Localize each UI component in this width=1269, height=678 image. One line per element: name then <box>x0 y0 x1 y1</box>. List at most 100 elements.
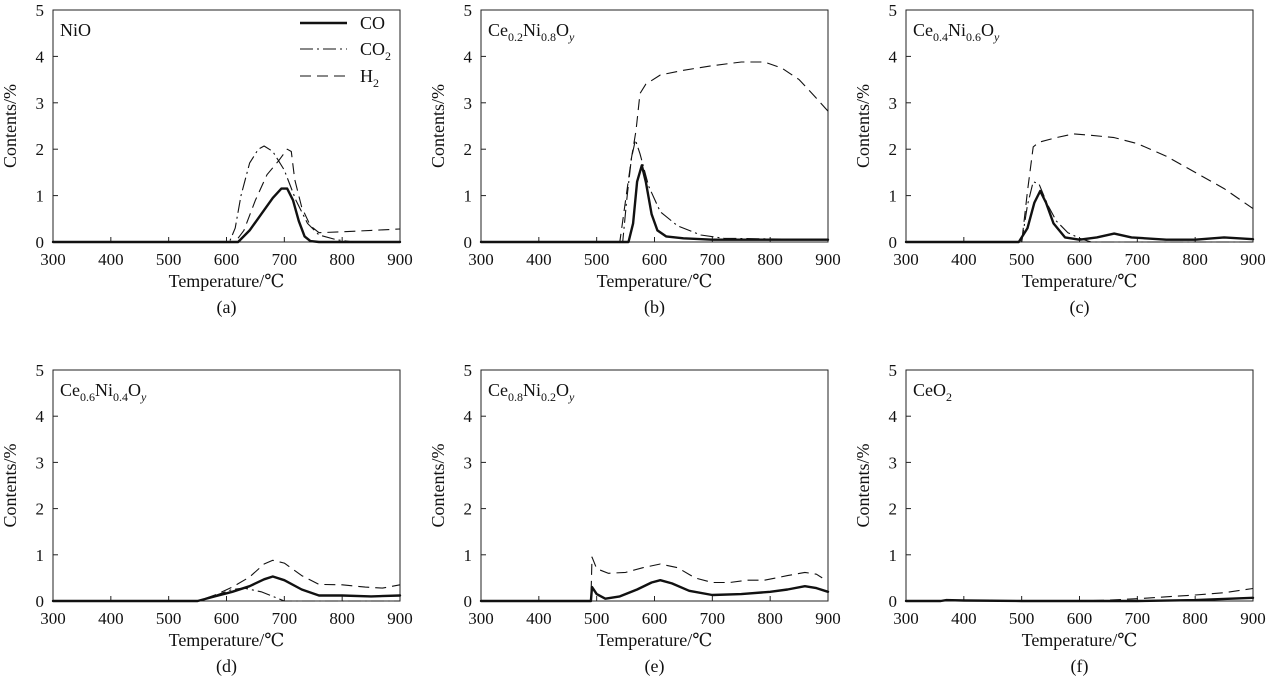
x-tick-label: 600 <box>642 250 668 269</box>
y-tick-label: 5 <box>36 361 45 380</box>
y-tick-label: 5 <box>889 1 898 20</box>
title-subscript: 0.4 <box>113 390 128 404</box>
y-tick-label: 3 <box>889 94 898 113</box>
y-axis-label: Contents/% <box>428 443 448 527</box>
x-tick-label: 900 <box>815 250 841 269</box>
x-tick-label: 300 <box>468 250 494 269</box>
y-tick-label: 5 <box>889 361 898 380</box>
panel-label: (a) <box>217 297 237 318</box>
x-tick-label: 300 <box>468 609 494 628</box>
y-axis-label: Contents/% <box>0 84 20 168</box>
title-subscript: 2 <box>946 390 952 404</box>
x-tick-label: 900 <box>387 250 413 269</box>
y-tick-label: 4 <box>36 407 45 426</box>
series-co-line <box>479 579 830 603</box>
y-tick-label: 2 <box>36 140 45 159</box>
title-subscript: 0.4 <box>933 30 948 44</box>
plot-frame <box>52 369 401 602</box>
title-text: Ni <box>95 380 113 400</box>
x-tick-label: 800 <box>329 250 355 269</box>
panel-b: 300 400 500 600 700 800 900 0 1 2 3 4 5 Temperature/℃… <box>428 1 841 318</box>
plot-frame <box>52 9 401 243</box>
y-tick-label: 1 <box>889 546 898 565</box>
panel-title: Ce0.2Ni0.8Oy <box>488 20 575 44</box>
series-h2-line <box>906 587 1254 602</box>
y-tick-label: 3 <box>36 453 45 472</box>
y-axis-label: Contents/% <box>0 443 20 527</box>
panel-c: 300 400 500 600 700 800 900 0 1 2 3 4 5 Temperature/℃… <box>853 1 1266 318</box>
y-tick-label: 3 <box>36 94 45 113</box>
y-tick-label: 0 <box>36 233 45 252</box>
y-tick-label: 4 <box>464 407 473 426</box>
y-tick-label: 4 <box>889 47 898 66</box>
y-axis-label: Contents/% <box>853 443 873 527</box>
y-tick-label: 2 <box>464 500 473 519</box>
x-tick-label: 800 <box>757 609 783 628</box>
title-text: Ce <box>913 20 933 40</box>
y-axis-label: Contents/% <box>428 84 448 168</box>
series-co-line <box>51 187 402 244</box>
y-tick-label: 0 <box>36 592 45 611</box>
x-tick-label: 500 <box>156 609 182 628</box>
title-subscript: 0.6 <box>80 390 95 404</box>
y-tick-label: 1 <box>36 187 45 206</box>
series-h2-line <box>53 148 401 243</box>
y-tick-label: 0 <box>889 592 898 611</box>
series-co2-line <box>906 181 1253 243</box>
x-tick-label: 400 <box>526 609 552 628</box>
y-tick-label: 4 <box>36 47 45 66</box>
panel-f: 300 400 500 600 700 800 900 0 1 2 3 4 5 Temperature/℃… <box>853 361 1266 677</box>
x-tick-label: 900 <box>815 609 841 628</box>
title-subscript: 0.2 <box>508 30 523 44</box>
x-tick-label: 700 <box>1125 609 1151 628</box>
panel-label: (f) <box>1071 656 1089 677</box>
legend-text: CO <box>360 39 385 59</box>
x-tick-label: 300 <box>893 250 919 269</box>
x-tick-label: 300 <box>893 609 919 628</box>
x-tick-label: 600 <box>214 609 240 628</box>
title-text: NiO <box>60 20 91 40</box>
y-tick-label: 0 <box>464 233 473 252</box>
y-tick-label: 0 <box>889 233 898 252</box>
plot-frame <box>905 369 1254 602</box>
title-text: Ni <box>523 20 541 40</box>
y-tick-label: 0 <box>464 592 473 611</box>
y-tick-label: 2 <box>36 500 45 519</box>
y-tick-label: 2 <box>889 140 898 159</box>
panel-e: 300 400 500 600 700 800 900 0 1 2 3 4 5 Temperature/℃… <box>428 361 841 677</box>
x-tick-label: 700 <box>700 250 726 269</box>
y-tick-label: 1 <box>36 546 45 565</box>
series-co-line <box>904 189 1255 244</box>
series-h2-line <box>906 133 1254 243</box>
title-subscript: y <box>140 390 147 404</box>
x-tick-label: 500 <box>1009 609 1035 628</box>
title-subscript: y <box>993 30 1000 44</box>
x-axis-label: Temperature/℃ <box>1022 630 1138 650</box>
x-tick-label: 400 <box>526 250 552 269</box>
y-tick-label: 4 <box>464 47 473 66</box>
title-text: O <box>981 20 994 40</box>
y-tick-label: 1 <box>464 187 473 206</box>
panel-d: 300 400 500 600 700 800 900 0 1 2 3 4 5 Temperature/℃… <box>0 361 413 677</box>
plot-frame <box>480 369 829 602</box>
x-tick-label: 700 <box>272 250 298 269</box>
y-axis-label: Contents/% <box>853 84 873 168</box>
x-tick-label: 600 <box>1067 609 1093 628</box>
x-tick-label: 500 <box>584 609 610 628</box>
x-tick-label: 500 <box>584 250 610 269</box>
x-tick-label: 800 <box>1182 250 1208 269</box>
title-subscript: 0.2 <box>541 390 556 404</box>
legend-label-co: CO <box>360 13 385 33</box>
x-tick-label: 600 <box>1067 250 1093 269</box>
x-tick-label: 600 <box>214 250 240 269</box>
x-tick-label: 500 <box>1009 250 1035 269</box>
y-tick-label: 3 <box>889 453 898 472</box>
title-text: O <box>128 380 141 400</box>
panel-label: (e) <box>645 656 665 677</box>
series-h2-line <box>481 61 829 243</box>
x-axis-label: Temperature/℃ <box>169 630 285 650</box>
panel-title: CeO2 <box>913 380 952 404</box>
legend-label-h2: H2 <box>360 66 379 90</box>
title-text: Ni <box>523 380 541 400</box>
panel-label: (c) <box>1070 297 1090 318</box>
